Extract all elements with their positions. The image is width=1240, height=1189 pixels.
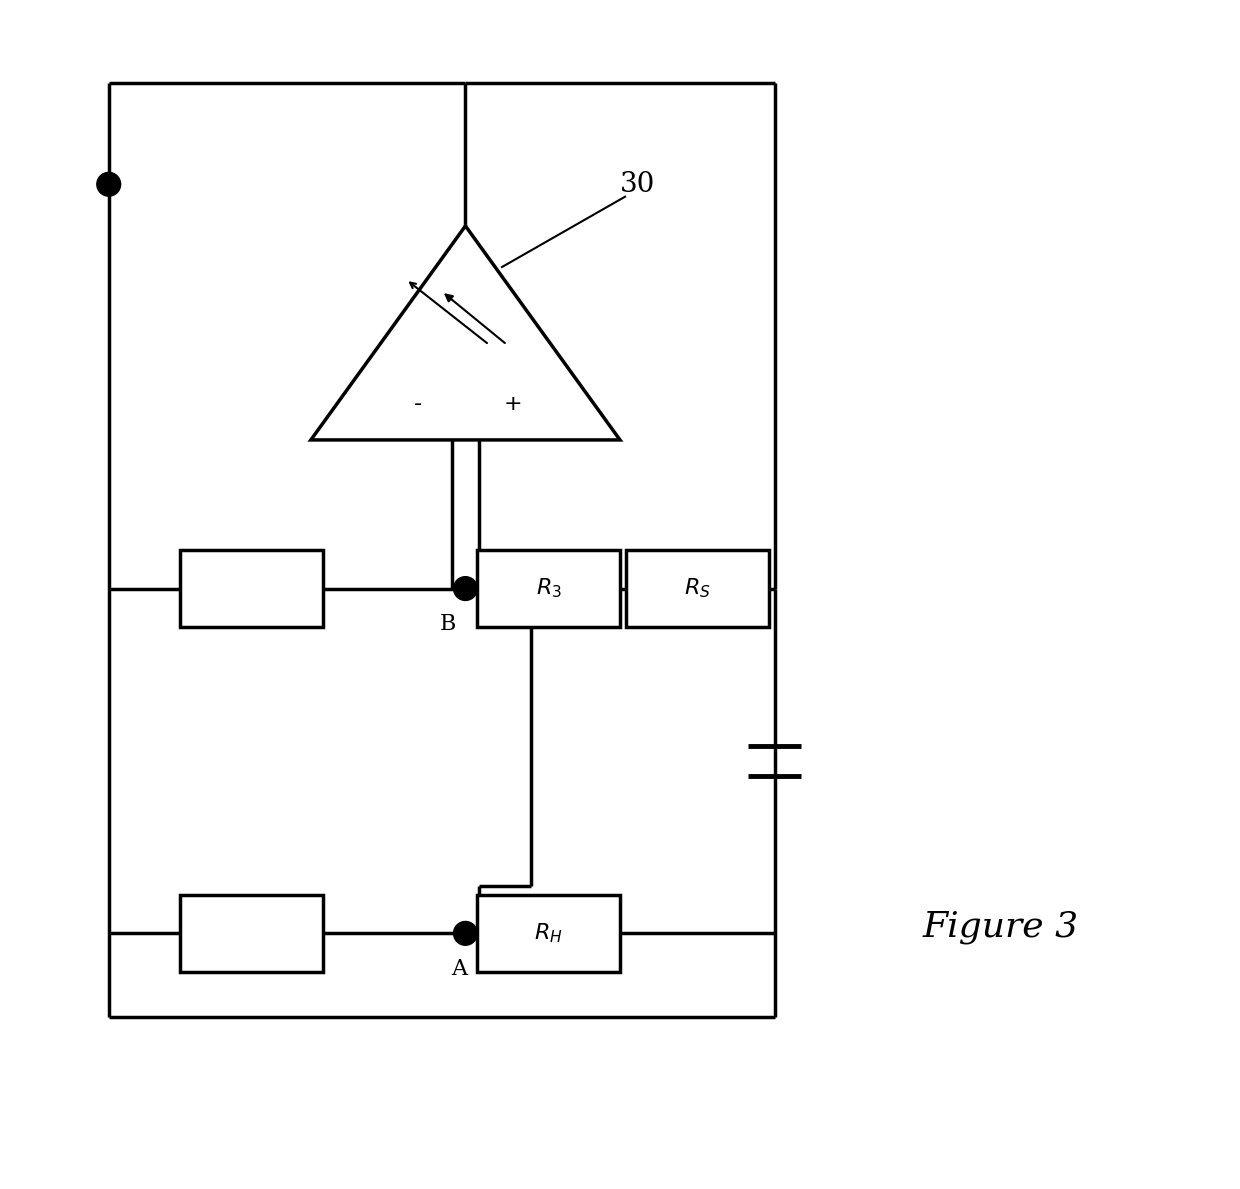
Text: B: B	[439, 614, 456, 635]
Text: -: -	[414, 395, 422, 414]
Text: $R_S$: $R_S$	[684, 577, 711, 600]
Bar	[180, 894, 322, 973]
Text: A: A	[451, 958, 467, 980]
Circle shape	[97, 172, 120, 196]
Bar	[477, 894, 620, 973]
Bar	[626, 549, 769, 628]
Text: $R_3$: $R_3$	[536, 577, 562, 600]
Circle shape	[454, 577, 477, 600]
Circle shape	[454, 921, 477, 945]
Text: 30: 30	[620, 171, 656, 197]
Polygon shape	[311, 226, 620, 440]
Text: +: +	[503, 395, 522, 414]
Bar	[477, 549, 620, 628]
Bar	[180, 549, 322, 628]
Text: $R_H$: $R_H$	[534, 921, 563, 945]
Text: Figure 3: Figure 3	[923, 911, 1079, 944]
